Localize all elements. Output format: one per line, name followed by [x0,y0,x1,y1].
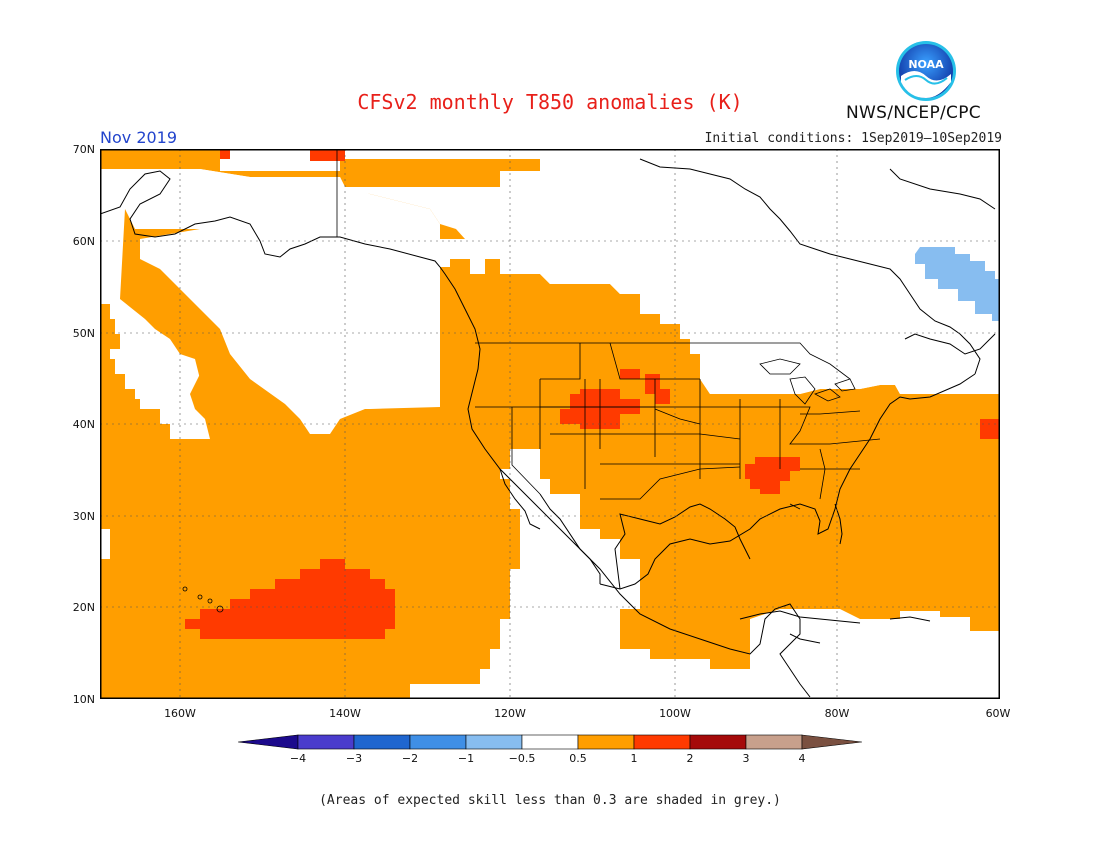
colorbar-cell [801,734,862,750]
hawaii [182,586,224,613]
org-label: NWS/NCEP/CPC [846,103,981,123]
anomaly-map [100,149,1000,699]
colorbar-label: 0.5 [569,752,587,765]
noaa-logo-icon: NOAA [896,41,956,101]
lat-label-20n: 20N [72,601,95,614]
pacific-near-normal [140,229,430,434]
colorbar-cell [465,734,523,750]
map-title: CFSv2 monthly T850 anomalies (K) [357,90,743,114]
map-frame [100,149,1000,699]
colorbar-label: 4 [798,752,806,765]
colorbar-label: −2 [401,752,419,765]
colorbar-cell [577,734,635,750]
colorbar-label: −0.5 [508,752,536,765]
lat-label-40n: 40N [72,418,95,431]
lat-label-70n: 70N [72,143,95,156]
colorbar-cell [521,734,579,750]
colorbar-cell [633,734,691,750]
political-borders [336,149,881,510]
anomaly-negative-region [915,247,1000,321]
colorbar-label: 3 [742,752,750,765]
coastlines [100,158,996,698]
logo-text: NOAA [908,58,944,71]
lat-label-30n: 30N [72,510,95,523]
colorbar-cell [409,734,467,750]
colorbar-label: 2 [686,752,694,765]
lat-lon-grid [100,149,1000,699]
colorbar-label: −4 [289,752,307,765]
colorbar-label: −1 [457,752,475,765]
anomaly-strong-region [185,149,1000,639]
lon-label-100w: 100W [659,707,691,720]
lon-label-80w: 80W [824,707,850,720]
forecast-month: Nov 2019 [100,128,178,147]
colorbar [238,734,862,750]
colorbar-cell [689,734,747,750]
colorbar-cell [353,734,411,750]
lon-label-140w: 140W [329,707,361,720]
lat-label-50n: 50N [72,327,95,340]
lon-label-160w: 160W [164,707,196,720]
colorbar-label: −3 [345,752,363,765]
skill-note: (Areas of expected skill less than 0.3 a… [319,793,781,808]
initial-conditions: Initial conditions: 1Sep2019—10Sep2019 [704,131,1002,146]
near-normal-region [100,209,1000,699]
great-lakes [759,358,856,405]
colorbar-label: 1 [630,752,638,765]
colorbar-cell [297,734,355,750]
lat-label-10n: 10N [72,693,95,706]
colorbar-cell [745,734,803,750]
lon-label-60w: 60W [985,707,1011,720]
colorbar-cell [238,734,299,750]
lat-label-60n: 60N [72,235,95,248]
lon-label-120w: 120W [494,707,526,720]
